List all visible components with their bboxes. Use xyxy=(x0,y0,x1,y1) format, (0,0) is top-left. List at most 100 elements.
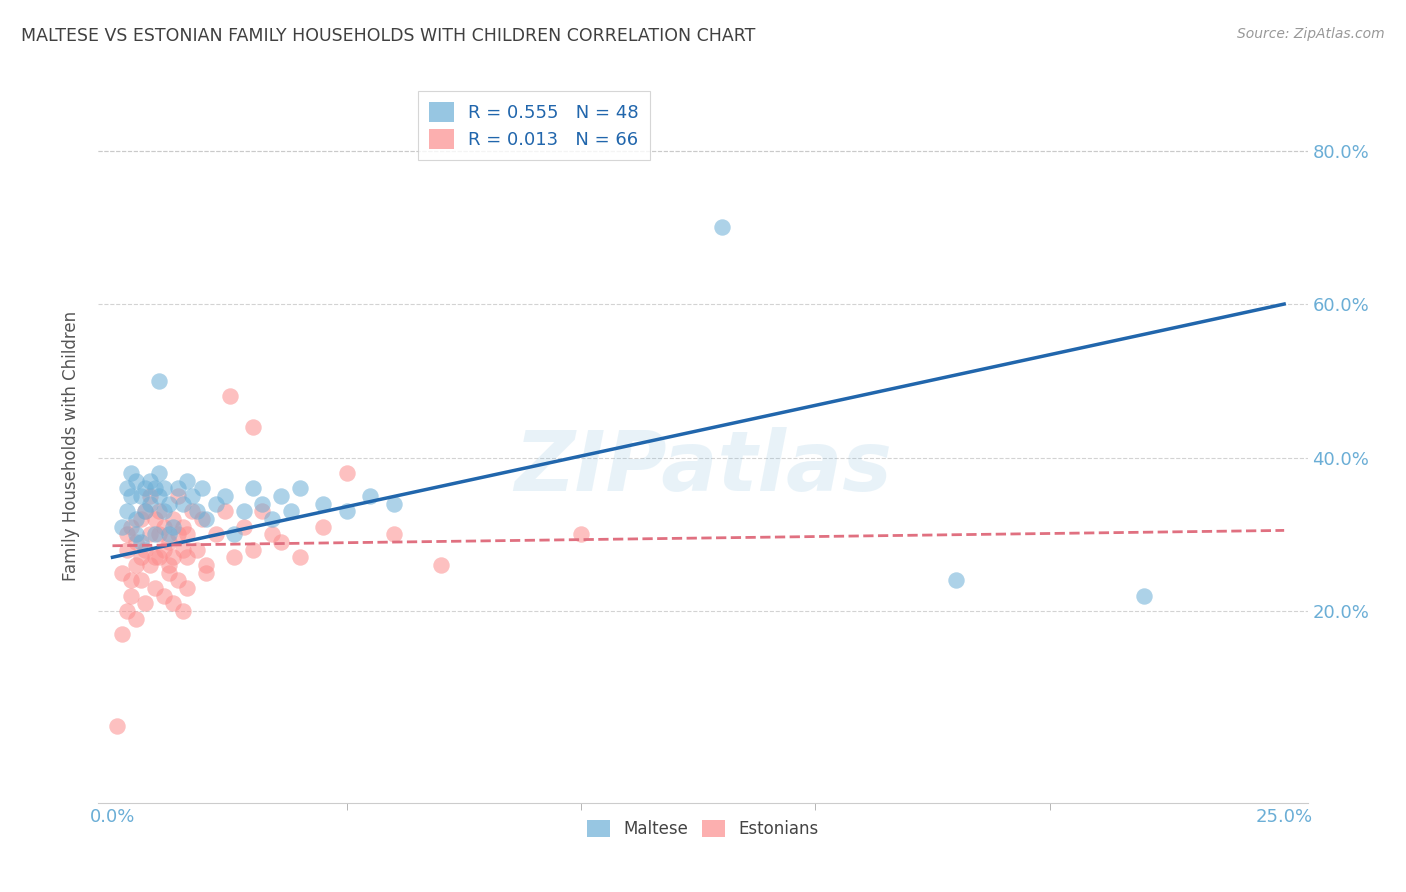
Point xyxy=(162,512,184,526)
Point xyxy=(157,527,180,541)
Point xyxy=(190,481,212,495)
Point xyxy=(115,542,138,557)
Point xyxy=(288,481,311,495)
Point xyxy=(139,474,162,488)
Point xyxy=(153,504,176,518)
Point xyxy=(288,550,311,565)
Point xyxy=(134,504,156,518)
Point xyxy=(115,527,138,541)
Point xyxy=(125,535,148,549)
Point xyxy=(242,419,264,434)
Point xyxy=(148,489,170,503)
Point xyxy=(157,497,180,511)
Point xyxy=(143,512,166,526)
Point xyxy=(260,512,283,526)
Point xyxy=(176,474,198,488)
Text: MALTESE VS ESTONIAN FAMILY HOUSEHOLDS WITH CHILDREN CORRELATION CHART: MALTESE VS ESTONIAN FAMILY HOUSEHOLDS WI… xyxy=(21,27,755,45)
Point xyxy=(167,489,190,503)
Point xyxy=(186,504,208,518)
Point xyxy=(105,719,128,733)
Point xyxy=(139,497,162,511)
Point xyxy=(242,542,264,557)
Point xyxy=(120,574,142,588)
Point xyxy=(569,527,592,541)
Point xyxy=(129,550,152,565)
Point xyxy=(153,481,176,495)
Point xyxy=(167,574,190,588)
Point xyxy=(143,481,166,495)
Point xyxy=(176,550,198,565)
Point xyxy=(134,504,156,518)
Point xyxy=(242,481,264,495)
Point xyxy=(134,481,156,495)
Point xyxy=(181,489,204,503)
Point xyxy=(218,389,240,403)
Point xyxy=(111,519,134,533)
Point xyxy=(157,558,180,572)
Text: ZIPatlas: ZIPatlas xyxy=(515,427,891,508)
Point xyxy=(336,466,359,480)
Point xyxy=(710,220,733,235)
Point xyxy=(232,504,254,518)
Point xyxy=(167,481,190,495)
Point xyxy=(129,574,152,588)
Point xyxy=(195,558,218,572)
Point xyxy=(125,612,148,626)
Point xyxy=(224,527,246,541)
Point xyxy=(252,497,274,511)
Point xyxy=(176,581,198,595)
Point xyxy=(111,566,134,580)
Point xyxy=(120,519,142,533)
Y-axis label: Family Households with Children: Family Households with Children xyxy=(62,311,80,581)
Point xyxy=(162,519,184,533)
Point xyxy=(260,527,283,541)
Point xyxy=(125,527,148,541)
Point xyxy=(172,542,194,557)
Point xyxy=(148,550,170,565)
Point xyxy=(143,581,166,595)
Point xyxy=(186,542,208,557)
Point xyxy=(134,542,156,557)
Text: Source: ZipAtlas.com: Source: ZipAtlas.com xyxy=(1237,27,1385,41)
Point xyxy=(153,589,176,603)
Point xyxy=(148,527,170,541)
Point xyxy=(270,535,292,549)
Legend: Maltese, Estonians: Maltese, Estonians xyxy=(581,813,825,845)
Point xyxy=(167,527,190,541)
Point xyxy=(129,512,152,526)
Point xyxy=(134,596,156,610)
Point xyxy=(224,550,246,565)
Point xyxy=(214,504,236,518)
Point xyxy=(172,519,194,533)
Point xyxy=(120,489,142,503)
Point xyxy=(195,512,218,526)
Point xyxy=(139,489,162,503)
Point xyxy=(115,504,138,518)
Point xyxy=(120,466,142,480)
Point xyxy=(172,497,194,511)
Point xyxy=(148,466,170,480)
Point xyxy=(204,497,226,511)
Point xyxy=(312,497,335,511)
Point xyxy=(148,374,170,388)
Point xyxy=(129,535,152,549)
Point xyxy=(157,535,180,549)
Point xyxy=(115,481,138,495)
Point xyxy=(148,504,170,518)
Point xyxy=(270,489,292,503)
Point xyxy=(143,550,166,565)
Point xyxy=(120,589,142,603)
Point xyxy=(129,489,152,503)
Point xyxy=(1132,589,1154,603)
Point xyxy=(214,489,236,503)
Point xyxy=(181,504,204,518)
Point xyxy=(204,527,226,541)
Point xyxy=(252,504,274,518)
Point xyxy=(125,474,148,488)
Point xyxy=(157,566,180,580)
Point xyxy=(111,627,134,641)
Point xyxy=(115,604,138,618)
Point xyxy=(195,566,218,580)
Point xyxy=(162,550,184,565)
Point xyxy=(153,519,176,533)
